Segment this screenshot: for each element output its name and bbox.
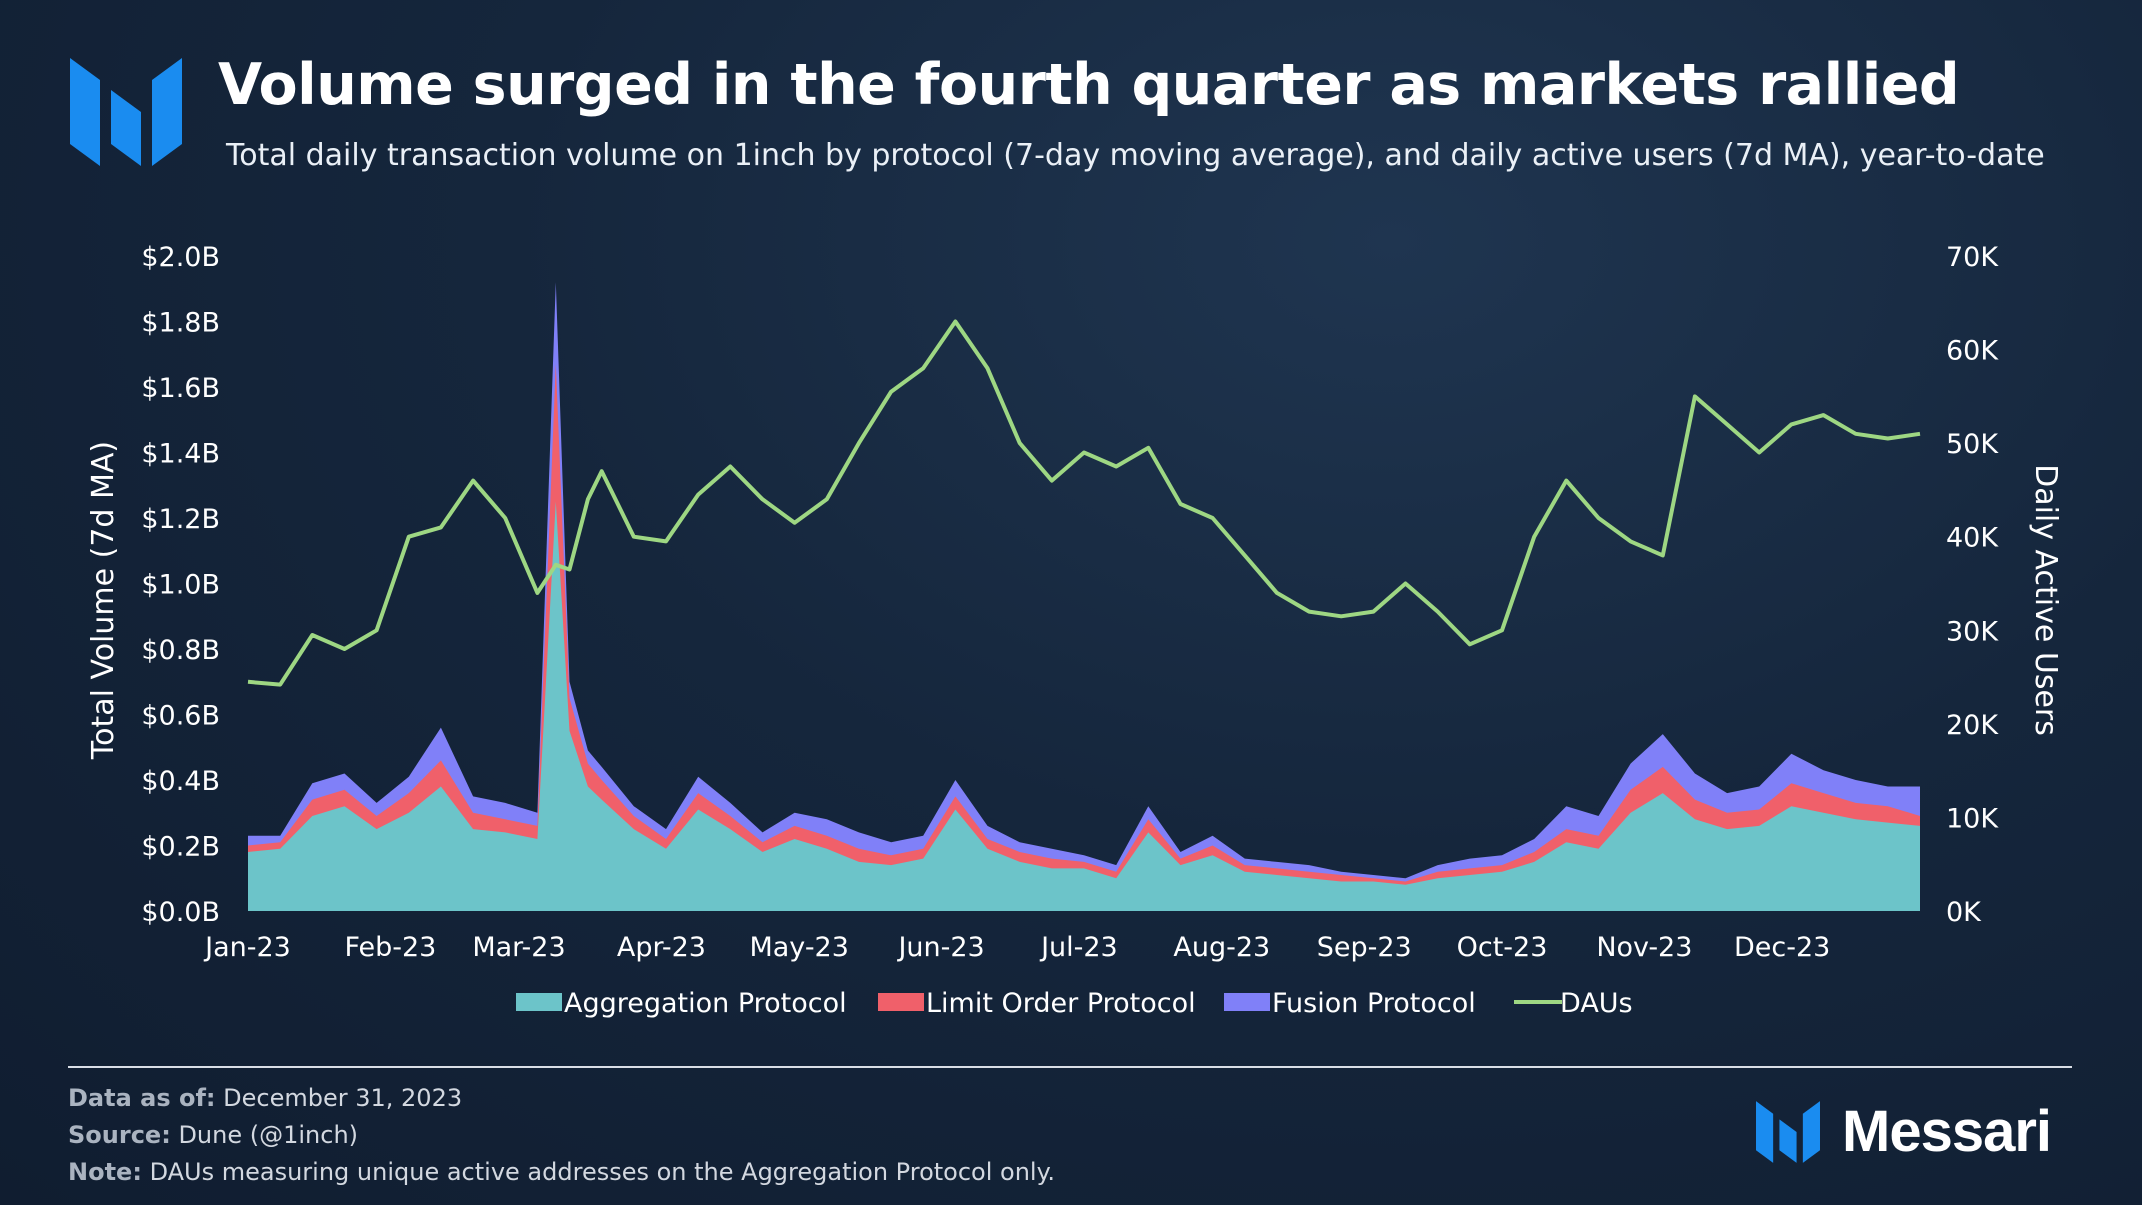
y-left-tick-label: $2.0B — [141, 242, 220, 273]
y-left-tick-label: $0.8B — [141, 635, 220, 666]
x-tick-label: May-23 — [749, 932, 848, 963]
legend-swatch — [516, 993, 562, 1011]
legend-swatch — [878, 993, 924, 1011]
y-right-tick-label: 50K — [1946, 429, 1999, 460]
data-as-of-line: Data as of: December 31, 2023 — [68, 1084, 463, 1112]
y-left-tick-label: $1.0B — [141, 570, 220, 601]
footer-notes: Data as of: December 31, 2023 Source: Du… — [68, 1080, 1055, 1191]
messari-brand: Messari — [1756, 1098, 2052, 1165]
y-left-tick-label: $1.6B — [141, 373, 220, 404]
x-tick-label: Sep-23 — [1317, 932, 1412, 963]
dau-line — [247, 319, 1921, 687]
aggregation-protocol-area — [248, 501, 1920, 911]
x-tick-label: Mar-23 — [472, 932, 565, 963]
y-left-tick-label: $0.0B — [141, 897, 220, 928]
volume-chart: $0.0B $0.2B $0.4B $0.6B $0.8B $1.0B $1.2B $1.4B… — [86, 242, 2063, 1019]
y-right-tick-label: 30K — [1946, 616, 1999, 647]
y-right-tick-label: 20K — [1946, 710, 1999, 741]
y-left-tick-label: $0.6B — [141, 701, 220, 732]
chart-subtitle: Total daily transaction volume on 1inch … — [226, 138, 2045, 173]
y-left-axis-title: Total Volume (7d MA) — [86, 441, 121, 760]
y-left-tick-label: $0.4B — [141, 766, 220, 797]
x-tick-label: Apr-23 — [617, 932, 706, 963]
x-tick-label: Dec-23 — [1734, 932, 1830, 963]
messari-logo-icon — [1756, 1100, 1820, 1163]
legend-label: Fusion Protocol — [1272, 988, 1476, 1019]
chart-title: Volume surged in the fourth quarter as m… — [218, 52, 1960, 118]
note-line: Note: DAUs measuring unique active addre… — [68, 1158, 1055, 1186]
x-tick-label: Oct-23 — [1457, 932, 1548, 963]
y-right-tick-label: 70K — [1946, 242, 1999, 273]
y-left-tick-label: $0.2B — [141, 832, 220, 863]
legend: Aggregation Protocol Limit Order Protocol… — [516, 988, 1633, 1019]
y-left-tick-label: $1.8B — [141, 308, 220, 339]
x-tick-label: Feb-23 — [344, 932, 436, 963]
y-left-tick-label: $1.2B — [141, 504, 220, 535]
legend-swatch — [1224, 993, 1270, 1011]
x-tick-label: Nov-23 — [1596, 932, 1692, 963]
y-left-tick-label: $1.4B — [141, 439, 220, 470]
messari-logo-icon — [70, 58, 182, 166]
y-right-axis-title: Daily Active Users — [2028, 464, 2063, 736]
y-right-tick-label: 60K — [1946, 336, 1999, 367]
y-right-tick-label: 0K — [1946, 897, 1982, 928]
y-right-tick-label: 40K — [1946, 523, 1999, 554]
legend-label: Aggregation Protocol — [564, 988, 847, 1019]
legend-label: Limit Order Protocol — [926, 988, 1196, 1019]
footer-divider — [68, 1066, 2072, 1068]
x-tick-label: Jul-23 — [1039, 932, 1118, 963]
legend-label: DAUs — [1560, 988, 1633, 1019]
source-line: Source: Dune (@1inch) — [68, 1121, 359, 1149]
x-tick-label: Jun-23 — [896, 932, 984, 963]
x-tick-label: Aug-23 — [1173, 932, 1270, 963]
brand-name: Messari — [1842, 1099, 2052, 1164]
y-right-tick-label: 10K — [1946, 803, 1999, 834]
x-tick-label: Jan-23 — [203, 932, 291, 963]
